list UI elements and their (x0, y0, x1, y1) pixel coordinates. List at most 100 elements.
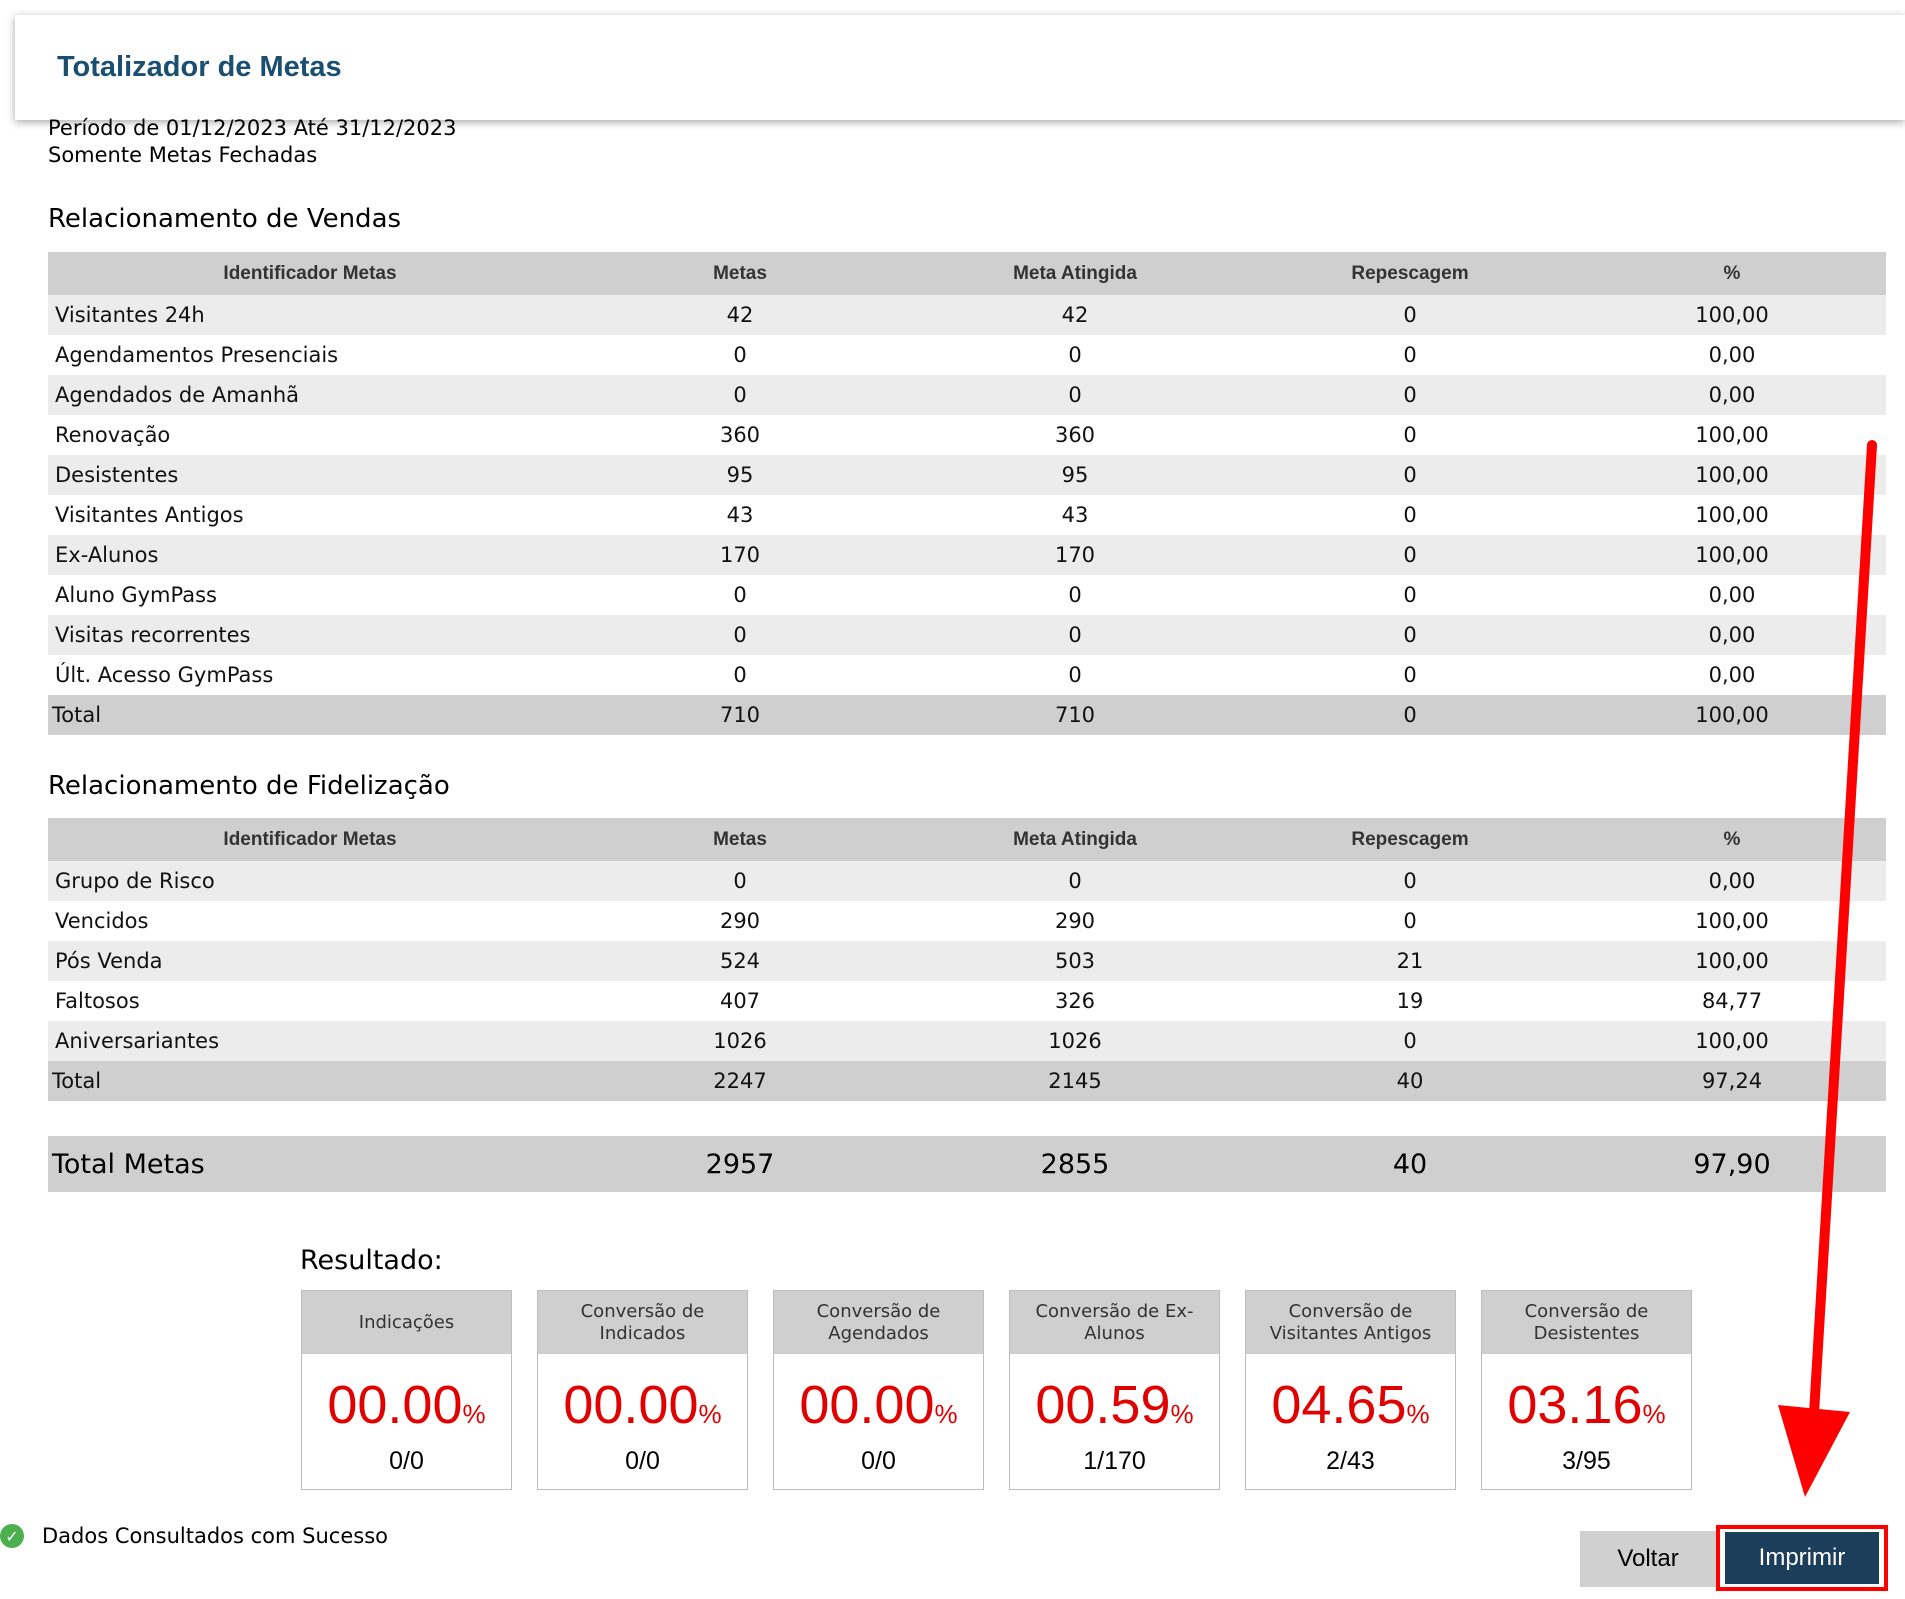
fidelizacao-section-title: Relacionamento de Fidelização (48, 771, 450, 801)
result-card-number: 00.00 (799, 1375, 935, 1435)
status-text: Dados Consultados com Sucesso (42, 1524, 388, 1548)
row-metas: 524 (572, 941, 908, 981)
row-repescagem: 19 (1242, 981, 1578, 1021)
row-metas: 42 (572, 295, 908, 335)
row-metas: 0 (572, 861, 908, 901)
result-card-value: 03.16% (1482, 1378, 1691, 1441)
result-card-percent-sign: % (934, 1399, 958, 1429)
table-row: Últ. Acesso GymPass 0 0 0 0,00 (48, 655, 1886, 695)
row-name: Visitantes Antigos (48, 495, 572, 535)
row-percent: 100,00 (1578, 295, 1886, 335)
row-metas: 0 (572, 615, 908, 655)
row-name: Total (48, 695, 572, 735)
row-percent: 100,00 (1578, 415, 1886, 455)
row-repescagem: 0 (1242, 655, 1578, 695)
row-percent: 100,00 (1578, 455, 1886, 495)
row-metas: 0 (572, 575, 908, 615)
fidelizacao-table: Identificador Metas Metas Meta Atingida … (48, 818, 1886, 1101)
result-card: Conversão de Agendados 00.00% 0/0 (773, 1290, 984, 1490)
row-atingida: 95 (908, 455, 1242, 495)
col-header-atingida: Meta Atingida (908, 252, 1242, 295)
result-card-percent-sign: % (1170, 1399, 1194, 1429)
check-circle-icon: ✓ (0, 1524, 24, 1548)
table-row: Aluno GymPass 0 0 0 0,00 (48, 575, 1886, 615)
result-card-value: 00.00% (302, 1378, 511, 1441)
row-repescagem: 0 (1242, 901, 1578, 941)
row-atingida: 360 (908, 415, 1242, 455)
result-card-label: Indicações (302, 1291, 511, 1354)
page-header: Totalizador de Metas (15, 15, 1905, 120)
row-repescagem: 0 (1242, 535, 1578, 575)
vendas-table: Identificador Metas Metas Meta Atingida … (48, 252, 1886, 735)
row-repescagem: 21 (1242, 941, 1578, 981)
imprimir-highlight: Imprimir (1716, 1525, 1888, 1591)
result-card-fraction: 0/0 (625, 1447, 660, 1475)
voltar-button[interactable]: Voltar (1580, 1531, 1716, 1587)
table-row: Vencidos 290 290 0 100,00 (48, 901, 1886, 941)
row-name: Vencidos (48, 901, 572, 941)
row-repescagem: 0 (1242, 695, 1578, 735)
row-atingida: 503 (908, 941, 1242, 981)
row-metas: 95 (572, 455, 908, 495)
total-metas-row: Total Metas 2957 2855 40 97,90 (48, 1136, 1886, 1192)
row-name: Total (48, 1061, 572, 1101)
table-row: Renovação 360 360 0 100,00 (48, 415, 1886, 455)
row-metas: 1026 (572, 1021, 908, 1061)
row-repescagem: 40 (1242, 1061, 1578, 1101)
row-repescagem: 0 (1242, 1021, 1578, 1061)
table-row: Aniversariantes 1026 1026 0 100,00 (48, 1021, 1886, 1061)
row-atingida: 170 (908, 535, 1242, 575)
row-metas: 710 (572, 695, 908, 735)
result-card-label: Conversão de Desistentes (1482, 1291, 1691, 1354)
row-atingida: 710 (908, 695, 1242, 735)
result-card-percent-sign: % (698, 1399, 722, 1429)
row-atingida: 0 (908, 335, 1242, 375)
row-name: Grupo de Risco (48, 861, 572, 901)
result-card-value: 00.00% (538, 1378, 747, 1441)
row-atingida: 2145 (908, 1061, 1242, 1101)
table-row: Agendados de Amanhã 0 0 0 0,00 (48, 375, 1886, 415)
result-card-number: 04.65 (1271, 1375, 1407, 1435)
result-card-fraction: 0/0 (389, 1447, 424, 1475)
imprimir-button[interactable]: Imprimir (1725, 1532, 1879, 1584)
row-atingida: 290 (908, 901, 1242, 941)
row-metas: 0 (572, 375, 908, 415)
result-card-value: 04.65% (1246, 1378, 1455, 1441)
table-row: Desistentes 95 95 0 100,00 (48, 455, 1886, 495)
row-name: Visitas recorrentes (48, 615, 572, 655)
table-row: Grupo de Risco 0 0 0 0,00 (48, 861, 1886, 901)
row-name: Renovação (48, 415, 572, 455)
row-repescagem: 0 (1242, 615, 1578, 655)
result-card: Conversão de Indicados 00.00% 0/0 (537, 1290, 748, 1490)
row-name: Ex-Alunos (48, 535, 572, 575)
table-total-row: Total 710 710 0 100,00 (48, 695, 1886, 735)
total-metas-label: Total Metas (52, 1148, 205, 1180)
result-card: Conversão de Ex-Alunos 00.59% 1/170 (1009, 1290, 1220, 1490)
row-metas: 360 (572, 415, 908, 455)
result-card: Conversão de Visitantes Antigos 04.65% 2/4… (1245, 1290, 1456, 1490)
result-card-value: 00.59% (1010, 1378, 1219, 1441)
col-header-metas: Metas (572, 252, 908, 295)
period-text: Período de 01/12/2023 Até 31/12/2023 (48, 116, 457, 140)
row-name: Últ. Acesso GymPass (48, 655, 572, 695)
row-percent: 0,00 (1578, 615, 1886, 655)
table-row: Agendamentos Presenciais 0 0 0 0,00 (48, 335, 1886, 375)
result-card-label: Conversão de Ex-Alunos (1010, 1291, 1219, 1354)
result-card-fraction: 0/0 (861, 1447, 896, 1475)
row-repescagem: 0 (1242, 295, 1578, 335)
row-percent: 100,00 (1578, 1021, 1886, 1061)
row-atingida: 0 (908, 861, 1242, 901)
result-card-label: Conversão de Visitantes Antigos (1246, 1291, 1455, 1354)
result-card-percent-sign: % (462, 1399, 486, 1429)
col-header-percent: % (1578, 252, 1886, 295)
filter-mode-text: Somente Metas Fechadas (48, 143, 318, 167)
row-metas: 290 (572, 901, 908, 941)
col-header-repescagem: Repescagem (1242, 252, 1578, 295)
row-percent: 100,00 (1578, 535, 1886, 575)
row-repescagem: 0 (1242, 335, 1578, 375)
page-title: Totalizador de Metas (57, 51, 342, 83)
result-card-fraction: 1/170 (1083, 1447, 1146, 1475)
row-percent: 0,00 (1578, 655, 1886, 695)
table-row: Visitantes Antigos 43 43 0 100,00 (48, 495, 1886, 535)
row-repescagem: 0 (1242, 415, 1578, 455)
